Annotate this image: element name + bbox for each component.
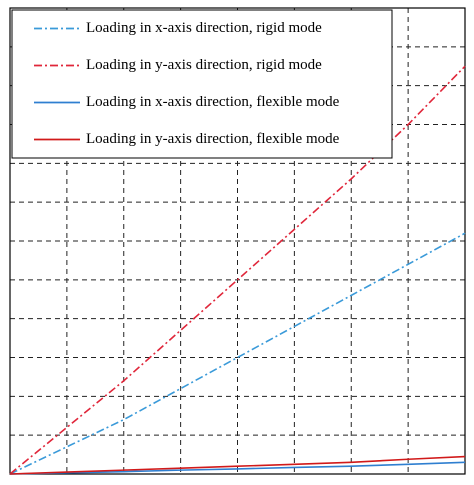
data-line — [9, 455, 466, 475]
legend-label: Loading in y-axis direction, rigid mode — [86, 57, 322, 73]
legend-label: Loading in y-axis direction, flexible mo… — [86, 131, 340, 147]
legend-label: Loading in x-axis direction, flexible mo… — [86, 94, 340, 110]
plot-frame — [9, 7, 466, 475]
data-line — [9, 461, 466, 475]
legend-box — [11, 9, 393, 159]
data-line — [9, 232, 466, 475]
legend-label: Loading in x-axis direction, rigid mode — [86, 20, 322, 36]
